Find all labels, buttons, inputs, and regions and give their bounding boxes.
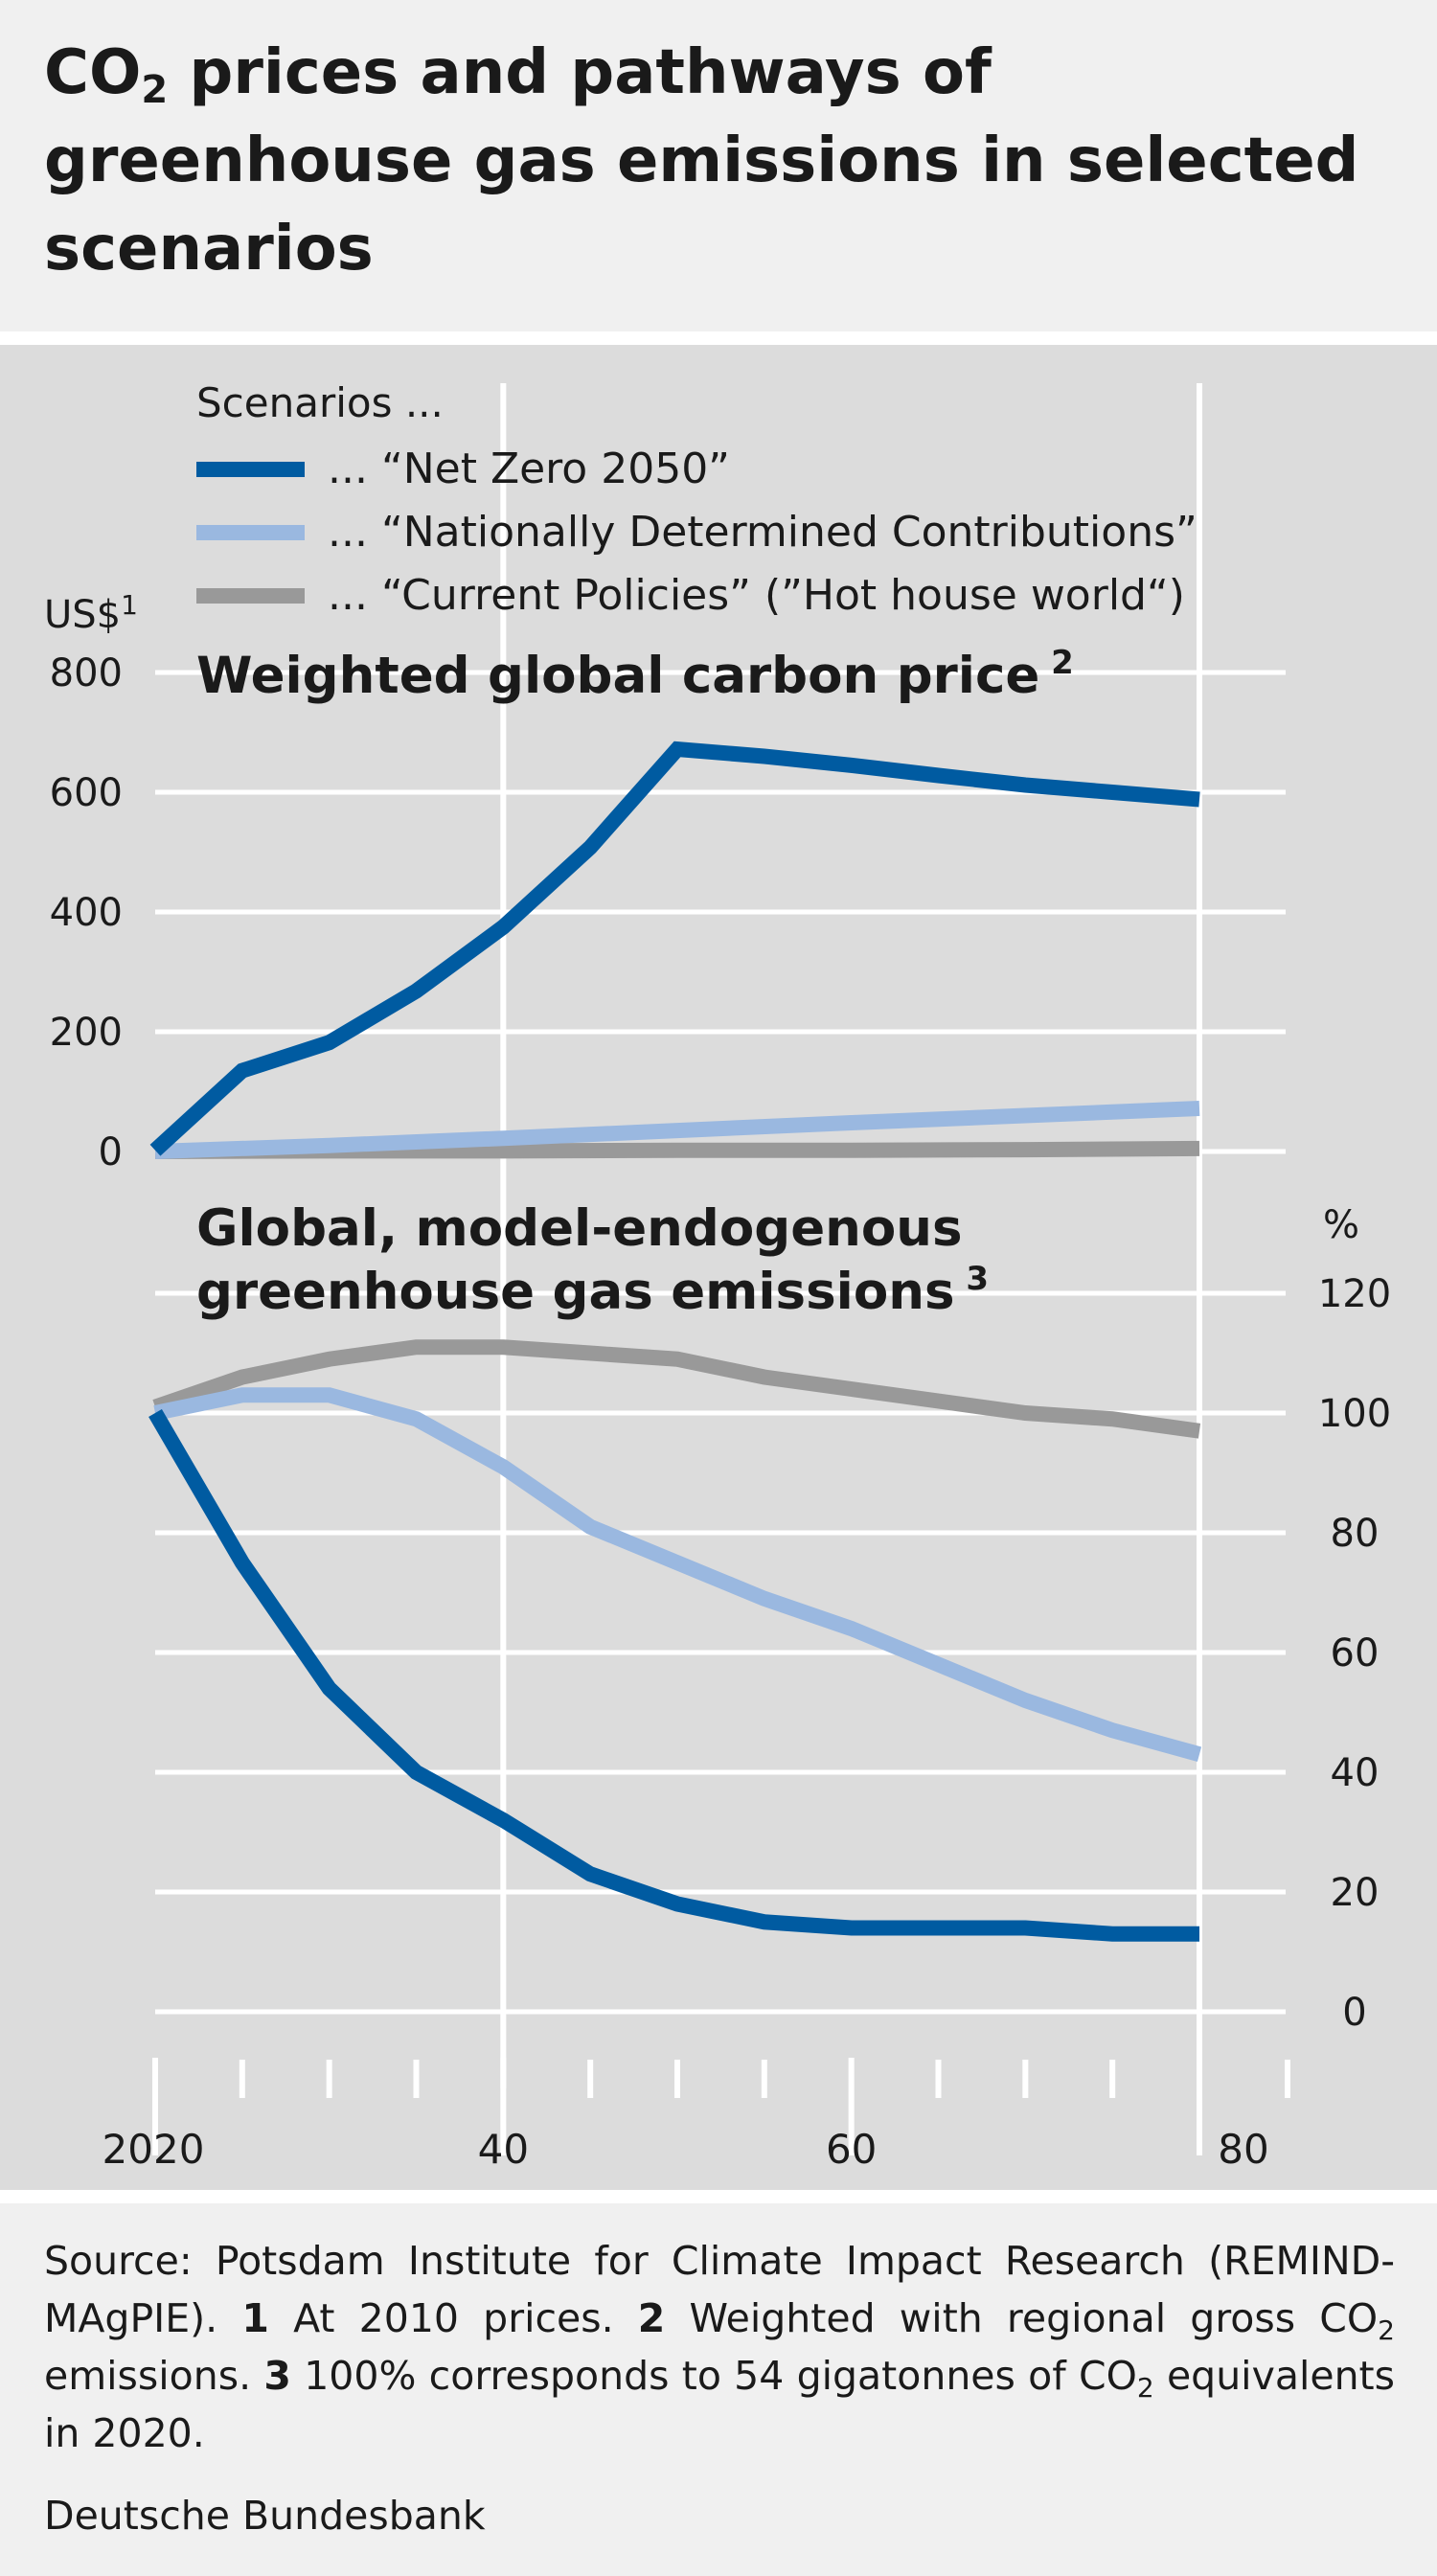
y-tick-label-price: 400 [50,891,123,935]
footnote-marker-2: 2 [637,2295,666,2341]
y-axis-label-price: US$1 [44,589,138,637]
chart-title: CO2 prices and pathways of greenhouse ga… [44,29,1404,293]
footnote-text-3b: equivalents in 2020. [44,2353,1395,2456]
chart-canvas: Scenarios ... ... “Net Zero 2050” ... “Nat… [44,379,1391,2173]
y-tick-label-price: 800 [50,651,123,695]
top-divider [0,331,1437,345]
emissions-series-line-1 [153,1387,1202,1762]
price-panel-title-note: 2 [1039,644,1074,682]
footnote-text-1: At 2010 prices. [268,2295,638,2341]
legend-label: ... “Nationally Determined Contributions… [328,508,1198,557]
emissions-panel-title-note: 3 [955,1260,990,1298]
x-tick-label: 80 [1218,2126,1268,2173]
footnote: Source: Potsdam Institute for Climate Im… [44,2232,1395,2462]
y-tick-label-price: 600 [50,771,123,815]
emissions-panel-title-line2: greenhouse gas emissions 3 [196,1260,989,1321]
emissions-series-line-0 [152,1339,1201,1439]
title-part2: prices and pathways of greenhouse gas em… [44,37,1359,285]
y-axis-label-note: 1 [121,589,138,621]
y-tick-label-emissions: 0 [1342,1991,1366,2035]
emissions-panel-title-line1: Global, model-endogenous [196,1199,963,1258]
legend-label: ... “Net Zero 2050” [328,445,730,493]
y-tick-label-emissions: 60 [1331,1631,1380,1676]
price-panel-title: Weighted global carbon price 2 [196,644,1074,705]
legend-heading: Scenarios ... [196,379,444,426]
title-part1: CO [44,37,142,108]
y-tick-label-emissions: 20 [1331,1871,1380,1915]
x-tick-label: 40 [478,2126,529,2173]
footnote-text-2b: emissions. [44,2353,264,2399]
y-tick-label-price: 200 [50,1011,123,1055]
x-tick-label: 60 [826,2126,877,2173]
y-tick-label-emissions: 100 [1318,1392,1391,1436]
footnote-marker-3: 3 [263,2353,291,2399]
emissions-series-line-2 [148,1408,1199,1942]
price-series-line-2 [149,741,1200,1156]
y-tick-label-emissions: 40 [1331,1751,1380,1795]
footnote-source: Source: Potsdam Institute for Climate Im… [44,2238,1395,2341]
chart-area: Scenarios ... ... “Net Zero 2050” ... “Nat… [0,345,1437,2190]
footnote-marker-1: 1 [241,2295,269,2341]
y-axis-label-emissions: % [1323,1203,1359,1247]
legend-label: ... “Current Policies” (”Hot house world… [328,571,1185,620]
footnote-text-3a: 100% corresponds to 54 gigatonnes of CO [290,2353,1137,2399]
footnote-text-2a: Weighted with regional gross CO [665,2295,1379,2341]
footnote-subscript-2: 2 [1378,2314,1395,2346]
footnote-subscript-3: 2 [1136,2372,1154,2404]
y-tick-label-emissions: 80 [1331,1512,1380,1556]
x-tick-label: 2020 [103,2126,205,2173]
y-tick-label-emissions: 120 [1318,1272,1391,1316]
bottom-divider [0,2190,1437,2203]
y-tick-label-price: 0 [99,1130,123,1174]
price-series-line-1 [154,1101,1200,1159]
title-subscript: 2 [141,68,169,112]
publisher: Deutsche Bundesbank [44,2493,486,2539]
